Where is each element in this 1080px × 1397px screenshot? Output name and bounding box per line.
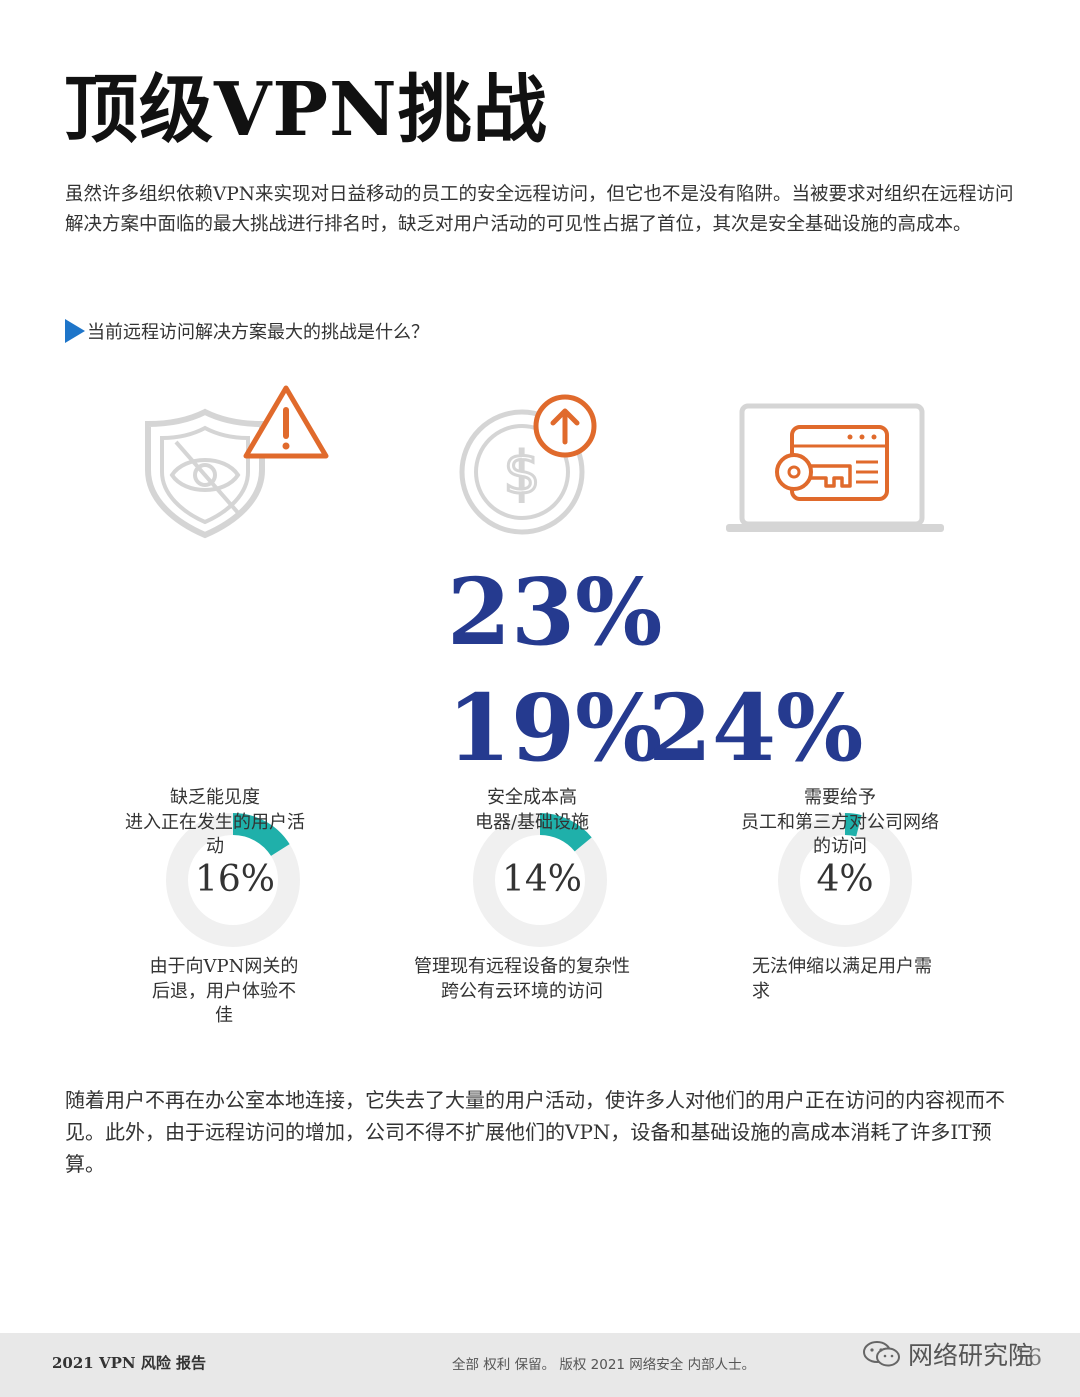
- item-top-label: 安全成本高 电器/基础设施: [474, 787, 590, 833]
- footer-copyright: 全部 权利 保留。 版权 2021 网络安全 内部人士。: [452, 1357, 756, 1373]
- stat-bottom-right: 24%: [648, 674, 864, 782]
- item-top-label: 需要给予 员工和第三方对公司网络 的访问: [741, 787, 939, 857]
- watermark: 网络研究院: [862, 1336, 1033, 1372]
- footer-report-title: 2021 VPN 风险 报告: [52, 1354, 207, 1372]
- item-bottom-label: 由于向VPN网关的 后退，用户体验不 佳: [149, 956, 299, 1026]
- closing-paragraph: 随着用户不再在办公室本地连接，它失去了大量的用户活动，使许多人对他们的用户正在访…: [65, 1088, 1005, 1176]
- question-heading: 当前远程访问解决方案最大的挑战是什么？: [65, 318, 429, 344]
- stat-bottom-left: 19%: [447, 674, 663, 782]
- wechat-icon: [863, 1341, 900, 1367]
- donut-chart: [166, 813, 300, 947]
- item-bottom-label: 管理现有远程设备的复杂性 跨公有云环境的访问: [414, 956, 630, 1002]
- footer-bar: [0, 1333, 1080, 1397]
- svg-text:$: $: [504, 439, 541, 507]
- item-top-label: 缺乏能见度 进入正在发生的用户活 动: [125, 787, 305, 857]
- donut-arc: [778, 813, 912, 947]
- question-text: 当前远程访问解决方案最大的挑战是什么？: [87, 322, 429, 343]
- item-bottom-label: 无法伸缩以满足用户需 求: [752, 956, 932, 1002]
- donut-percentage: 14%: [501, 859, 582, 900]
- donut-arc: [473, 813, 607, 947]
- donut-chart: [473, 813, 607, 947]
- page-title: 顶级VPN挑战: [64, 67, 548, 153]
- page-number: 16: [1014, 1346, 1042, 1371]
- donut-percentage: 4%: [816, 859, 874, 900]
- triangle-bullet-icon: [65, 319, 85, 343]
- shield-eye-slash-icon: [145, 385, 329, 539]
- donut-percentage: 16%: [194, 859, 275, 900]
- intro-paragraph: 虽然许多组织依赖VPN来实现对日益移动的员工的安全远程访问，但它也不是没有陷阱。…: [65, 184, 1014, 235]
- laptop-key-icon: [726, 403, 944, 532]
- donut-arc: [166, 813, 300, 947]
- dollar-coin-icon: $: [459, 394, 597, 535]
- stat-top: 23%: [447, 558, 663, 666]
- donut-chart: [778, 813, 912, 947]
- warning-triangle-icon: [243, 385, 329, 459]
- watermark-text: 网络研究院: [908, 1341, 1034, 1370]
- arrow-up-circle-icon: [533, 394, 597, 458]
